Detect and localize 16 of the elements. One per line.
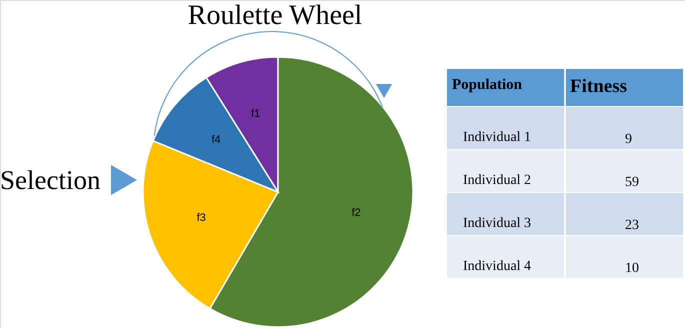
text: Individual 4 xyxy=(463,259,532,274)
text: 9 xyxy=(625,132,632,147)
text: Population xyxy=(452,77,523,93)
chart-title: Roulette Wheel xyxy=(188,0,362,31)
slice-label: f2 xyxy=(352,207,361,220)
text: Individual 1 xyxy=(463,130,532,145)
text: 59 xyxy=(625,175,639,190)
text: Individual 3 xyxy=(463,216,532,231)
slice-label: f4 xyxy=(211,134,221,146)
slice-label: f3 xyxy=(196,212,206,224)
slice-label: f1 xyxy=(251,108,260,120)
text: 23 xyxy=(625,218,639,233)
text: Fitness xyxy=(570,76,627,97)
text: Selection xyxy=(0,165,101,195)
text: 10 xyxy=(625,261,639,276)
text: Individual 2 xyxy=(463,173,532,188)
